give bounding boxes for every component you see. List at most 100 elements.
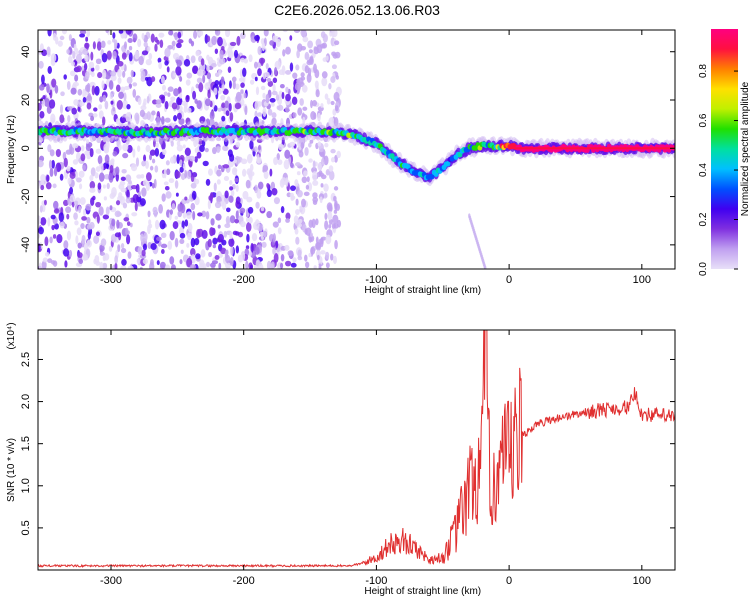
noise-speckle	[47, 217, 51, 227]
noise-speckle	[200, 58, 205, 66]
noise-speckle	[39, 110, 45, 119]
noise-speckle	[189, 155, 196, 162]
noise-speckle	[192, 90, 197, 100]
noise-speckle	[275, 94, 280, 101]
noise-speckle	[77, 106, 81, 112]
noise-speckle	[68, 55, 73, 64]
bottom-y-tick-label: 0.5	[20, 520, 32, 535]
noise-speckle	[208, 168, 213, 176]
noise-speckle	[78, 205, 82, 214]
noise-speckle	[217, 224, 221, 229]
noise-speckle	[206, 35, 211, 43]
bottom-x-axis-label: Height of straight line (km)	[364, 586, 481, 597]
noise-speckle	[297, 107, 303, 116]
noise-speckle	[50, 260, 56, 265]
noise-speckle	[46, 83, 50, 94]
noise-speckle	[205, 211, 210, 220]
noise-speckle	[336, 219, 342, 228]
noise-speckle	[86, 30, 91, 38]
noise-speckle	[175, 192, 179, 197]
noise-speckle	[127, 38, 133, 43]
noise-speckle	[144, 76, 149, 81]
noise-speckle	[224, 190, 229, 199]
noise-speckle	[243, 58, 249, 64]
noise-speckle	[106, 50, 112, 60]
noise-speckle	[40, 217, 47, 226]
noise-speckle	[137, 145, 141, 153]
noise-speckle	[38, 102, 42, 111]
noise-speckle	[84, 42, 90, 49]
noise-speckle	[126, 144, 133, 154]
noise-speckle	[166, 168, 171, 176]
colorbar-tick-label: 0.6	[698, 113, 709, 127]
noise-speckle	[74, 74, 79, 82]
noise-speckle	[267, 108, 273, 116]
noise-speckle	[117, 77, 122, 84]
noise-speckle	[160, 243, 168, 249]
noise-speckle	[313, 63, 317, 74]
noise-speckle	[118, 144, 122, 151]
noise-speckle	[216, 148, 220, 154]
noise-speckle	[249, 79, 255, 85]
noise-speckle	[100, 40, 106, 49]
noise-speckle	[324, 93, 329, 100]
noise-speckle	[190, 237, 196, 248]
noise-speckle	[155, 99, 162, 105]
noise-speckle	[61, 30, 68, 35]
noise-speckle	[179, 232, 186, 239]
noise-speckle	[140, 70, 146, 80]
noise-speckle	[123, 92, 127, 102]
noise-speckle	[331, 30, 335, 38]
noise-speckle	[279, 178, 285, 188]
noise-speckle	[284, 149, 291, 159]
noise-speckle	[59, 104, 64, 114]
noise-speckle	[120, 176, 126, 182]
noise-speckle	[176, 59, 182, 67]
noise-speckle	[216, 179, 221, 185]
noise-speckle	[122, 202, 128, 209]
noise-speckle	[218, 57, 226, 65]
top-x-axis-label: Height of straight line (km)	[364, 285, 481, 296]
noise-speckle	[160, 232, 167, 239]
noise-speckle	[294, 162, 301, 167]
noise-speckle	[95, 148, 102, 154]
noise-speckle	[281, 91, 285, 100]
noise-speckle	[229, 257, 234, 267]
top-y-tick-label: -40	[20, 237, 32, 253]
noise-speckle	[257, 181, 264, 190]
noise-speckle	[76, 65, 82, 73]
noise-speckle	[213, 87, 218, 96]
noise-speckle	[261, 41, 266, 52]
noise-speckle	[126, 234, 131, 245]
noise-speckle	[103, 196, 108, 201]
noise-speckle	[154, 147, 160, 157]
noise-speckle	[257, 68, 262, 77]
noise-speckle	[218, 164, 222, 170]
noise-speckle	[190, 55, 196, 64]
noise-speckle	[38, 159, 44, 168]
noise-speckle	[258, 145, 261, 151]
noise-speckle	[266, 189, 272, 198]
noise-speckle	[230, 246, 234, 256]
noise-speckle	[89, 147, 94, 158]
top-y-tick-label: 20	[20, 94, 32, 106]
noise-speckle	[176, 140, 181, 147]
noise-speckle	[304, 261, 310, 269]
noise-speckle	[92, 195, 96, 201]
noise-speckle	[56, 233, 63, 244]
noise-speckle	[175, 66, 182, 76]
noise-speckle	[235, 245, 240, 254]
top-plot-frame	[37, 29, 676, 270]
noise-speckle	[221, 102, 226, 109]
noise-speckle	[225, 216, 231, 225]
noise-speckle	[187, 232, 192, 241]
noise-speckle	[172, 52, 180, 60]
noise-speckle	[93, 235, 100, 244]
noise-speckle	[69, 194, 76, 203]
noise-speckle	[94, 85, 100, 96]
noise-speckle	[164, 185, 170, 191]
noise-speckle	[294, 179, 299, 187]
noise-speckle	[38, 243, 41, 252]
noise-speckle	[168, 30, 174, 36]
